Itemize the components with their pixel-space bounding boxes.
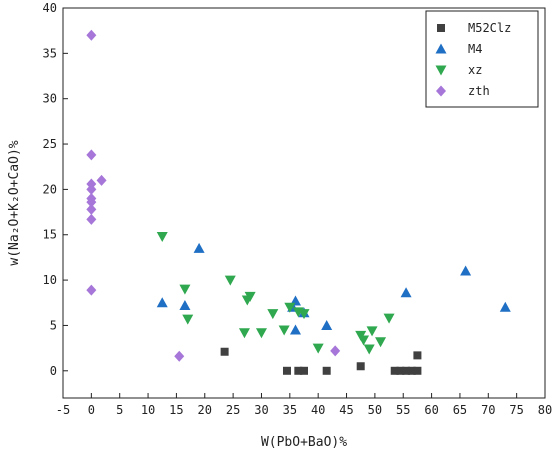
legend-label-zth: zth	[468, 84, 490, 98]
x-tick-label: -5	[56, 403, 70, 417]
point-xz	[383, 313, 395, 324]
point-xz	[238, 328, 250, 339]
x-tick-label: 70	[481, 403, 495, 417]
y-tick-label: 25	[43, 137, 57, 151]
point-xz	[366, 326, 378, 337]
point-xz	[298, 309, 310, 320]
point-xz	[255, 328, 267, 339]
y-tick-label: 30	[43, 92, 57, 106]
y-axis-ticks: 0 5 10 15 20 25 30 35 40	[43, 1, 68, 378]
point-xz	[179, 284, 191, 295]
point-m52clz	[402, 366, 411, 375]
point-xz	[278, 325, 290, 336]
x-tick-label: 30	[254, 403, 268, 417]
point-xz	[267, 309, 279, 320]
point-m4	[321, 319, 333, 330]
point-zth	[86, 196, 97, 208]
point-zth	[86, 183, 97, 195]
x-axis-ticks: -5 0 5 10 15 20 25 30 35 40 45 50 55 60 65 70 75 80	[56, 393, 552, 417]
point-xz	[284, 302, 296, 313]
point-m52clz	[413, 351, 422, 360]
legend-marker-zth	[436, 85, 446, 97]
y-tick-label: 15	[43, 228, 57, 242]
x-tick-label: 5	[116, 403, 123, 417]
point-m4	[499, 301, 511, 312]
point-m4	[289, 324, 301, 335]
x-tick-label: 10	[141, 403, 155, 417]
point-zth	[174, 350, 185, 362]
point-m4	[156, 297, 168, 308]
point-xz	[358, 335, 370, 346]
legend-marker-m4	[435, 43, 447, 54]
point-zth	[86, 203, 97, 215]
point-m52clz	[407, 366, 416, 375]
legend-label-m52clz: M52Clz	[468, 21, 511, 35]
x-tick-label: 50	[368, 403, 382, 417]
point-xz	[244, 291, 256, 302]
x-tick-label: 0	[88, 403, 95, 417]
point-xz	[312, 343, 324, 354]
point-zth	[96, 174, 107, 186]
legend-marker-m52clz	[437, 24, 445, 32]
y-tick-label: 10	[43, 273, 57, 287]
point-m52clz	[390, 366, 399, 375]
x-tick-label: 45	[339, 403, 353, 417]
legend: M52Clz M4 xz zth	[425, 10, 539, 108]
legend-marker-xz	[435, 65, 447, 76]
x-tick-label: 15	[169, 403, 183, 417]
y-tick-label: 0	[50, 364, 57, 378]
point-m4	[400, 287, 412, 298]
y-tick-label: 20	[43, 182, 57, 196]
point-zth	[86, 149, 97, 161]
point-m52clz	[413, 366, 422, 375]
x-tick-label: 80	[538, 403, 552, 417]
point-m52clz	[220, 347, 229, 356]
point-xz	[363, 344, 375, 355]
x-tick-label: 40	[311, 403, 325, 417]
point-m52clz	[300, 366, 308, 375]
x-tick-label: 65	[453, 403, 467, 417]
y-axis-label: w(Na₂O+K₂O+CaO)%	[7, 140, 22, 265]
point-zth	[86, 213, 97, 225]
x-tick-label: 55	[396, 403, 410, 417]
x-tick-label: 60	[424, 403, 438, 417]
point-xz	[375, 337, 387, 348]
point-zth	[86, 29, 97, 41]
point-m52clz	[322, 366, 331, 375]
legend-label-xz: xz	[468, 63, 482, 77]
point-m52clz	[294, 366, 303, 375]
point-m52clz	[282, 366, 291, 375]
y-tick-label: 35	[43, 46, 57, 60]
point-zth	[86, 284, 97, 296]
point-xz	[182, 314, 194, 325]
x-tick-label: 25	[226, 403, 240, 417]
point-xz	[224, 275, 236, 286]
point-m4	[179, 299, 191, 310]
x-axis-label: W(PbO+BaO)%	[261, 435, 347, 450]
point-m4	[460, 265, 472, 276]
point-m52clz	[396, 366, 405, 375]
data-points	[86, 29, 511, 375]
x-tick-label: 75	[509, 403, 523, 417]
y-tick-label: 40	[43, 1, 57, 15]
point-zth	[330, 345, 341, 357]
legend-label-m4: M4	[468, 42, 482, 56]
x-tick-label: 35	[283, 403, 297, 417]
point-xz	[156, 232, 168, 243]
y-tick-label: 5	[50, 318, 57, 332]
plot-area-frame	[62, 7, 546, 399]
point-m52clz	[356, 362, 365, 371]
x-tick-label: 20	[198, 403, 212, 417]
point-m4	[193, 242, 205, 253]
